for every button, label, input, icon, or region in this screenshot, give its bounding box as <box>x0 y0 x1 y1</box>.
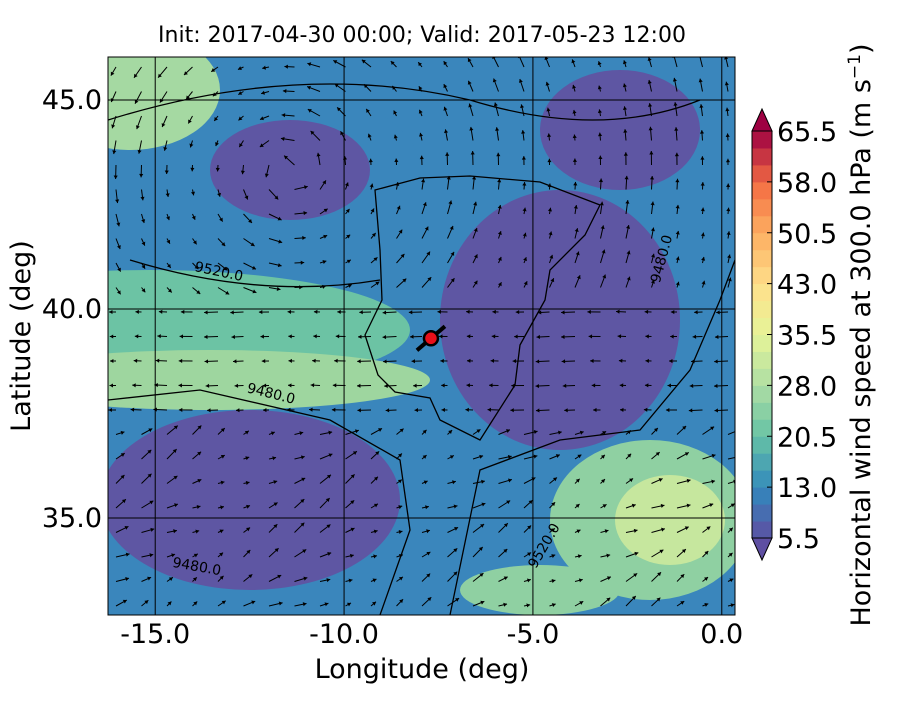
colorbar-tick-label: 50.5 <box>777 219 837 250</box>
colorbar-band <box>752 470 772 487</box>
colorbar-extend-low <box>752 538 772 560</box>
colorbar-band <box>752 504 772 521</box>
colorbar-band <box>752 318 772 335</box>
wind-arrow-head <box>735 455 739 459</box>
wind-arrow-head <box>736 429 740 433</box>
colorbar-band <box>752 216 772 233</box>
colorbar-band <box>752 301 772 318</box>
y-tick-label: 40.0 <box>42 294 102 325</box>
colorbar-label-sup: −1 <box>845 54 865 79</box>
colorbar-label: Horizontal wind speed at 300.0 hPa (m s−… <box>845 43 877 626</box>
colorbar-band <box>752 419 772 436</box>
colorbar-band <box>752 487 772 504</box>
x-tick-label: -15.0 <box>120 619 190 650</box>
x-tick-label: 0.0 <box>700 619 743 650</box>
colorbar-band <box>752 385 772 402</box>
x-axis-label: Longitude (deg) <box>315 654 530 685</box>
colorbar-tick-label: 20.5 <box>777 422 837 453</box>
colorbar-band <box>752 368 772 385</box>
colorbar-band <box>752 284 772 301</box>
colorbar-band <box>752 233 772 250</box>
y-axis-label: Latitude (deg) <box>6 240 37 432</box>
colorbar-band <box>752 453 772 470</box>
colorbar-extend-high <box>752 109 772 131</box>
colorbar-band <box>752 165 772 182</box>
colorbar-band <box>752 182 772 199</box>
y-tick-label: 45.0 <box>42 85 102 116</box>
colorbar-band <box>752 148 772 165</box>
colorbar-band <box>752 267 772 284</box>
colorbar-band <box>752 199 772 216</box>
colorbar-tick-label: 65.5 <box>777 117 837 148</box>
y-tick-label: 35.0 <box>42 503 102 534</box>
colorbar-tick-label: 58.0 <box>777 168 837 199</box>
wind-field <box>0 30 750 615</box>
colorbar-tick-label: 5.5 <box>777 524 820 555</box>
x-tick-label: -10.0 <box>309 619 379 650</box>
x-tick-label: -5.0 <box>507 619 560 650</box>
location-marker <box>424 331 438 345</box>
colorbar-tick-label: 43.0 <box>777 270 837 301</box>
colorbar-label-main: Horizontal wind speed at 300.0 hPa (m s <box>846 79 877 626</box>
colorbar-band <box>752 436 772 453</box>
colorbar-band <box>752 402 772 419</box>
chart-title: Init: 2017-04-30 00:00; Valid: 2017-05-2… <box>158 23 686 48</box>
colorbar-band <box>752 335 772 352</box>
colorbar-tick-label: 35.5 <box>777 321 837 352</box>
colorbar-tick-label: 28.0 <box>777 371 837 402</box>
colorbar-band <box>752 131 772 148</box>
colorbar-band <box>752 250 772 267</box>
colorbar-band <box>752 521 772 538</box>
colorbar-band <box>752 351 772 368</box>
colorbar-tick-label: 13.0 <box>777 473 837 504</box>
colorbar-label-end: ) <box>846 43 877 54</box>
